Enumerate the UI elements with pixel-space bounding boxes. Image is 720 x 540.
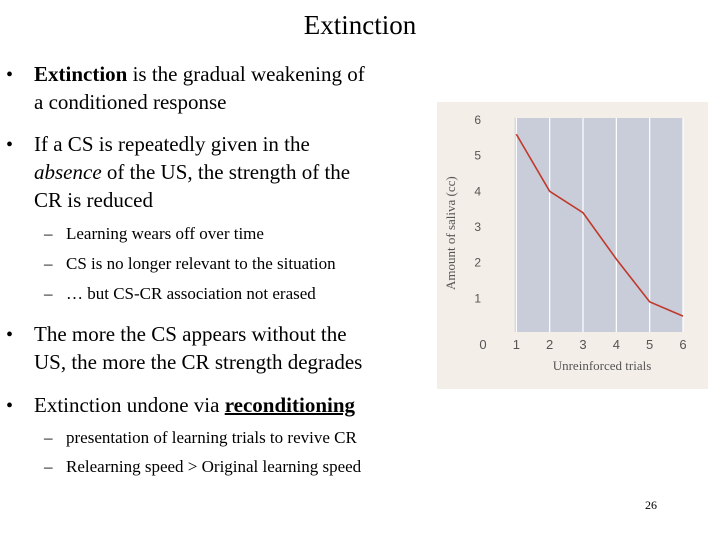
sub-bullet-1-text: Learning wears off over time bbox=[66, 224, 264, 243]
y-tick-labels: 1 2 3 4 5 6 bbox=[474, 113, 481, 305]
sub-bullet-3-text: … but CS-CR association not erased bbox=[66, 284, 316, 303]
bullet-2-line1: If a CS is repeatedly given in the bbox=[34, 132, 310, 156]
bullet-2-italic: absence bbox=[34, 160, 102, 184]
bullet-1: Extinction is the gradual weakening of a… bbox=[34, 60, 365, 116]
plot-area bbox=[514, 118, 683, 332]
slide-title: Extinction bbox=[303, 10, 417, 40]
saliva-series-line bbox=[515, 133, 684, 317]
dash-marker: – bbox=[44, 428, 53, 447]
bullet-marker: • bbox=[6, 395, 14, 417]
bullet-1-text: is the gradual weakening of bbox=[127, 62, 365, 86]
sub-bullet-4-text: presentation of learning trials to reviv… bbox=[66, 428, 357, 447]
y-tick-label: 4 bbox=[474, 184, 481, 198]
sub-bullet-5: – Relearning speed > Original learning sp… bbox=[44, 457, 361, 477]
x-tick-label: 6 bbox=[679, 337, 686, 352]
bullet-4-text: Extinction undone via bbox=[34, 393, 225, 417]
x-tick-labels: 0 1 2 3 4 5 6 bbox=[479, 337, 686, 352]
y-tick-label: 3 bbox=[474, 220, 481, 234]
bullet-1-bold: Extinction bbox=[34, 62, 128, 86]
x-tick-label: 1 bbox=[513, 337, 520, 352]
grid-lines bbox=[515, 118, 684, 332]
sub-bullet-1: – Learning wears off over time bbox=[44, 224, 264, 244]
dash-marker: – bbox=[44, 457, 53, 476]
bullet-marker: • bbox=[6, 324, 14, 346]
bullet-2: If a CS is repeatedly given in the absen… bbox=[34, 130, 350, 214]
sub-bullet-3: –… but CS-CR association not erased bbox=[44, 284, 316, 304]
y-tick-label: 1 bbox=[474, 291, 481, 305]
dash-marker: – bbox=[44, 254, 53, 273]
x-tick-label: 4 bbox=[613, 337, 620, 352]
bullet-marker: • bbox=[6, 64, 14, 86]
dash-marker: – bbox=[44, 284, 53, 303]
dash-marker: – bbox=[44, 224, 53, 243]
sub-bullet-2-text: CS is no longer relevant to the situatio… bbox=[66, 254, 336, 273]
y-axis-label: Amount of saliva (cc) bbox=[443, 176, 458, 290]
bullet-1-text-line2: a conditioned response bbox=[34, 90, 227, 114]
sub-bullet-5-text: Relearning speed > Original learning spe… bbox=[66, 457, 362, 476]
bullet-4: Extinction undone via reconditioning bbox=[34, 391, 355, 419]
bullet-3: The more the CS appears without the US, … bbox=[34, 320, 362, 376]
bullet-2-line3: CR is reduced bbox=[34, 188, 153, 212]
y-tick-label: 5 bbox=[474, 149, 481, 163]
y-tick-label: 2 bbox=[474, 256, 481, 270]
sub-bullet-2: – CS is no longer relevant to the situati… bbox=[44, 254, 336, 274]
x-tick-label: 5 bbox=[646, 337, 653, 352]
bullet-2-line2: of the US, the strength of the bbox=[101, 160, 351, 184]
saliva-extinction-chart: 1 2 3 4 5 6 0 1 2 3 4 5 6 Amount of saliva (cc) Unr… bbox=[437, 102, 708, 389]
y-tick-label: 6 bbox=[474, 113, 481, 127]
bullet-3-line1: The more the CS appears without the bbox=[34, 322, 347, 346]
x-axis-label: Unreinforced trials bbox=[553, 358, 652, 373]
reconditioning-term: reconditioning bbox=[224, 393, 356, 417]
bullet-3-line2: US, the more the CR strength degrades bbox=[34, 350, 363, 374]
bullet-marker: • bbox=[6, 134, 14, 156]
x-tick-label: 0 bbox=[479, 337, 486, 352]
x-tick-label: 2 bbox=[546, 337, 553, 352]
sub-bullet-4: – presentation of learning trials to revi… bbox=[44, 428, 357, 448]
page-number: 26 bbox=[645, 498, 657, 512]
x-tick-label: 3 bbox=[579, 337, 586, 352]
